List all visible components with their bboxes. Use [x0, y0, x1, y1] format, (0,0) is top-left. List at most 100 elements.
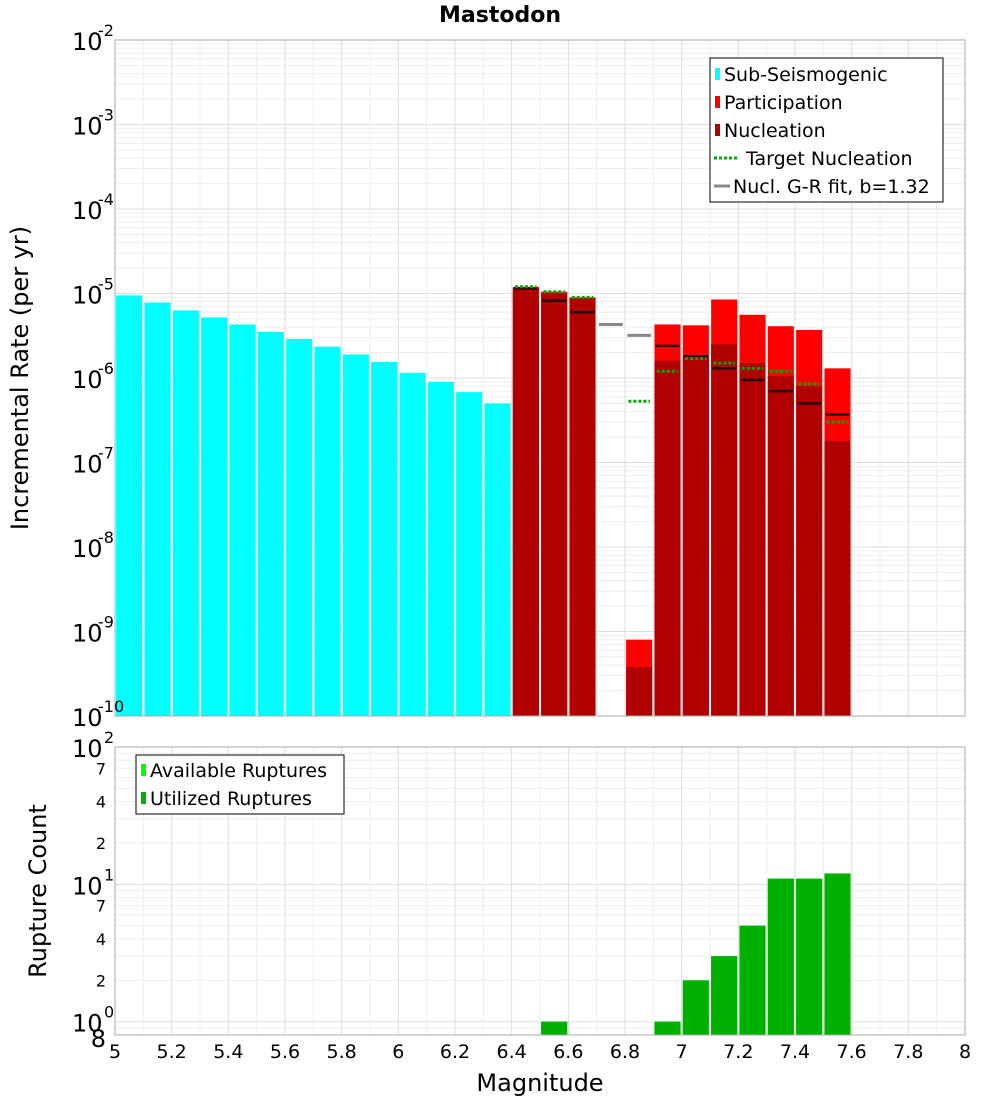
nucleation-bar — [626, 667, 653, 716]
legend-label: Nucl. G-R fit, b=1.32 — [733, 176, 930, 198]
sub-seismogenic-bar — [314, 346, 341, 716]
top-y-tick-exponent: -9 — [98, 613, 114, 632]
top-y-tick-label: 10 — [72, 451, 103, 479]
legend-swatch — [141, 764, 146, 776]
bottom-y-tick-exponent: 1 — [104, 865, 114, 884]
nucleation-bar — [654, 360, 681, 716]
utilized-ruptures-bar — [682, 980, 709, 1035]
top-y-tick-label: 10 — [72, 620, 103, 648]
utilized-ruptures-bar — [711, 956, 738, 1035]
nucleation-bar — [767, 376, 794, 716]
x-tick-label: 8 — [959, 1041, 971, 1063]
x-tick-label: 5.4 — [213, 1041, 243, 1063]
bottom-y-minor-tick-label: 7 — [96, 759, 106, 778]
top-y-tick-exponent: -2 — [98, 21, 114, 40]
utilized-ruptures-bar — [739, 925, 766, 1035]
legend-swatch — [715, 68, 720, 80]
x-tick-label: 6.2 — [440, 1041, 470, 1063]
legend-label: Target Nucleation — [745, 148, 913, 170]
legend-swatch — [715, 96, 720, 108]
legend-label: Sub-Seismogenic — [724, 64, 888, 86]
x-axis-title: Magnitude — [476, 1069, 603, 1097]
nucleation-bar — [796, 386, 823, 716]
top-y-tick-label: 10 — [72, 28, 103, 56]
bottom-y-minor-tick-label: 4 — [96, 793, 106, 812]
bottom-y-tick-label: 10 — [72, 872, 103, 900]
top-y-tick-label: 10 — [72, 113, 103, 141]
x-tick-label: 7.4 — [780, 1041, 810, 1063]
top-y-tick-exponent: -6 — [98, 359, 114, 378]
bottom-y-tick-exponent: 0 — [104, 1003, 114, 1022]
nucleation-bar — [739, 363, 766, 716]
top-plot-frame — [114, 39, 966, 717]
sub-seismogenic-bar — [342, 354, 369, 716]
nucleation-bar — [541, 293, 568, 716]
bottom-bars — [541, 873, 851, 1035]
legend-label: Participation — [724, 92, 843, 114]
top-y-tick-exponent: -4 — [98, 190, 114, 209]
bottom-legend: Available Ruptures Utilized Ruptures — [135, 754, 345, 815]
top-grid — [114, 40, 966, 717]
sub-seismogenic-bar — [399, 372, 426, 716]
utilized-ruptures-bar — [654, 1021, 681, 1035]
bottom-plot-frame — [114, 746, 966, 1036]
x-tick-labels: 5 5.2 5.4 5.6 5.8 6 6.2 6.4 6.6 6.8 7 7.2 7.4 7.6 7.8 8 — [109, 1041, 971, 1063]
top-legend-box — [709, 57, 944, 203]
top-y-tick-exponent: -3 — [98, 106, 114, 125]
legend-label: Nucleation — [724, 120, 826, 142]
top-y-tick-label: 10 — [72, 366, 103, 394]
bottom-y-minor-tick-label: 8 — [91, 1025, 106, 1053]
top-y-tick-exponent: -10 — [98, 697, 124, 716]
legend-label: Available Ruptures — [150, 760, 327, 782]
utilized-ruptures-bar — [796, 878, 823, 1035]
x-tick-label: 6.4 — [497, 1041, 527, 1063]
utilized-ruptures-bar — [767, 878, 794, 1035]
sub-seismogenic-bar — [427, 381, 454, 716]
top-y-tick-label: 10 — [72, 197, 103, 225]
nucleation-bar — [512, 288, 539, 716]
utilized-ruptures-bar — [824, 873, 851, 1035]
top-markers — [513, 285, 850, 424]
top-y-tick-label: 10 — [72, 535, 103, 563]
nucleation-bar — [824, 440, 851, 716]
top-y-tick-exponent: -8 — [98, 528, 114, 547]
sub-seismogenic-bar — [371, 361, 398, 716]
sub-seismogenic-bar — [144, 302, 171, 716]
legend-swatch — [715, 124, 720, 136]
nucleation-bar — [682, 355, 709, 716]
utilized-ruptures-bar — [541, 1021, 568, 1035]
top-y-tick-label: 10 — [72, 704, 103, 732]
x-tick-label: 7.6 — [837, 1041, 867, 1063]
x-tick-label: 6 — [392, 1041, 404, 1063]
nucleation-bar — [711, 344, 738, 716]
bottom-y-minor-tick-label: 2 — [96, 971, 106, 990]
bottom-y-minor-tick-label: 7 — [96, 897, 106, 916]
sub-seismogenic-bar — [229, 324, 256, 716]
x-tick-label: 5.6 — [270, 1041, 300, 1063]
bottom-y-tick-label: 10 — [72, 735, 103, 763]
x-tick-label: 7.8 — [893, 1041, 923, 1063]
x-tick-label: 6.8 — [610, 1041, 640, 1063]
sub-seismogenic-bar — [172, 310, 199, 716]
legend-label: Utilized Ruptures — [150, 788, 312, 810]
sub-seismogenic-bar — [286, 338, 313, 716]
top-y-tick-label: 10 — [72, 282, 103, 310]
x-tick-label: 5.2 — [157, 1041, 187, 1063]
top-bars — [116, 286, 851, 716]
bottom-y-tick-exponent: 2 — [104, 728, 114, 747]
top-legend: Sub-Seismogenic Participation Nucleation Ta… — [709, 57, 944, 203]
sub-seismogenic-bar — [484, 403, 511, 716]
bottom-y-axis-title: Rupture Count — [24, 804, 52, 978]
x-tick-label: 7 — [676, 1041, 688, 1063]
bottom-y-minor-tick-label: 2 — [96, 834, 106, 853]
top-y-axis-title: Incremental Rate (per yr) — [6, 226, 34, 530]
x-tick-label: 5 — [109, 1041, 121, 1063]
bottom-y-minor-tick-label: 4 — [96, 930, 106, 949]
sub-seismogenic-bar — [116, 295, 143, 716]
x-tick-label: 6.6 — [553, 1041, 583, 1063]
sub-seismogenic-bar — [257, 332, 284, 716]
sub-seismogenic-bar — [456, 392, 483, 716]
